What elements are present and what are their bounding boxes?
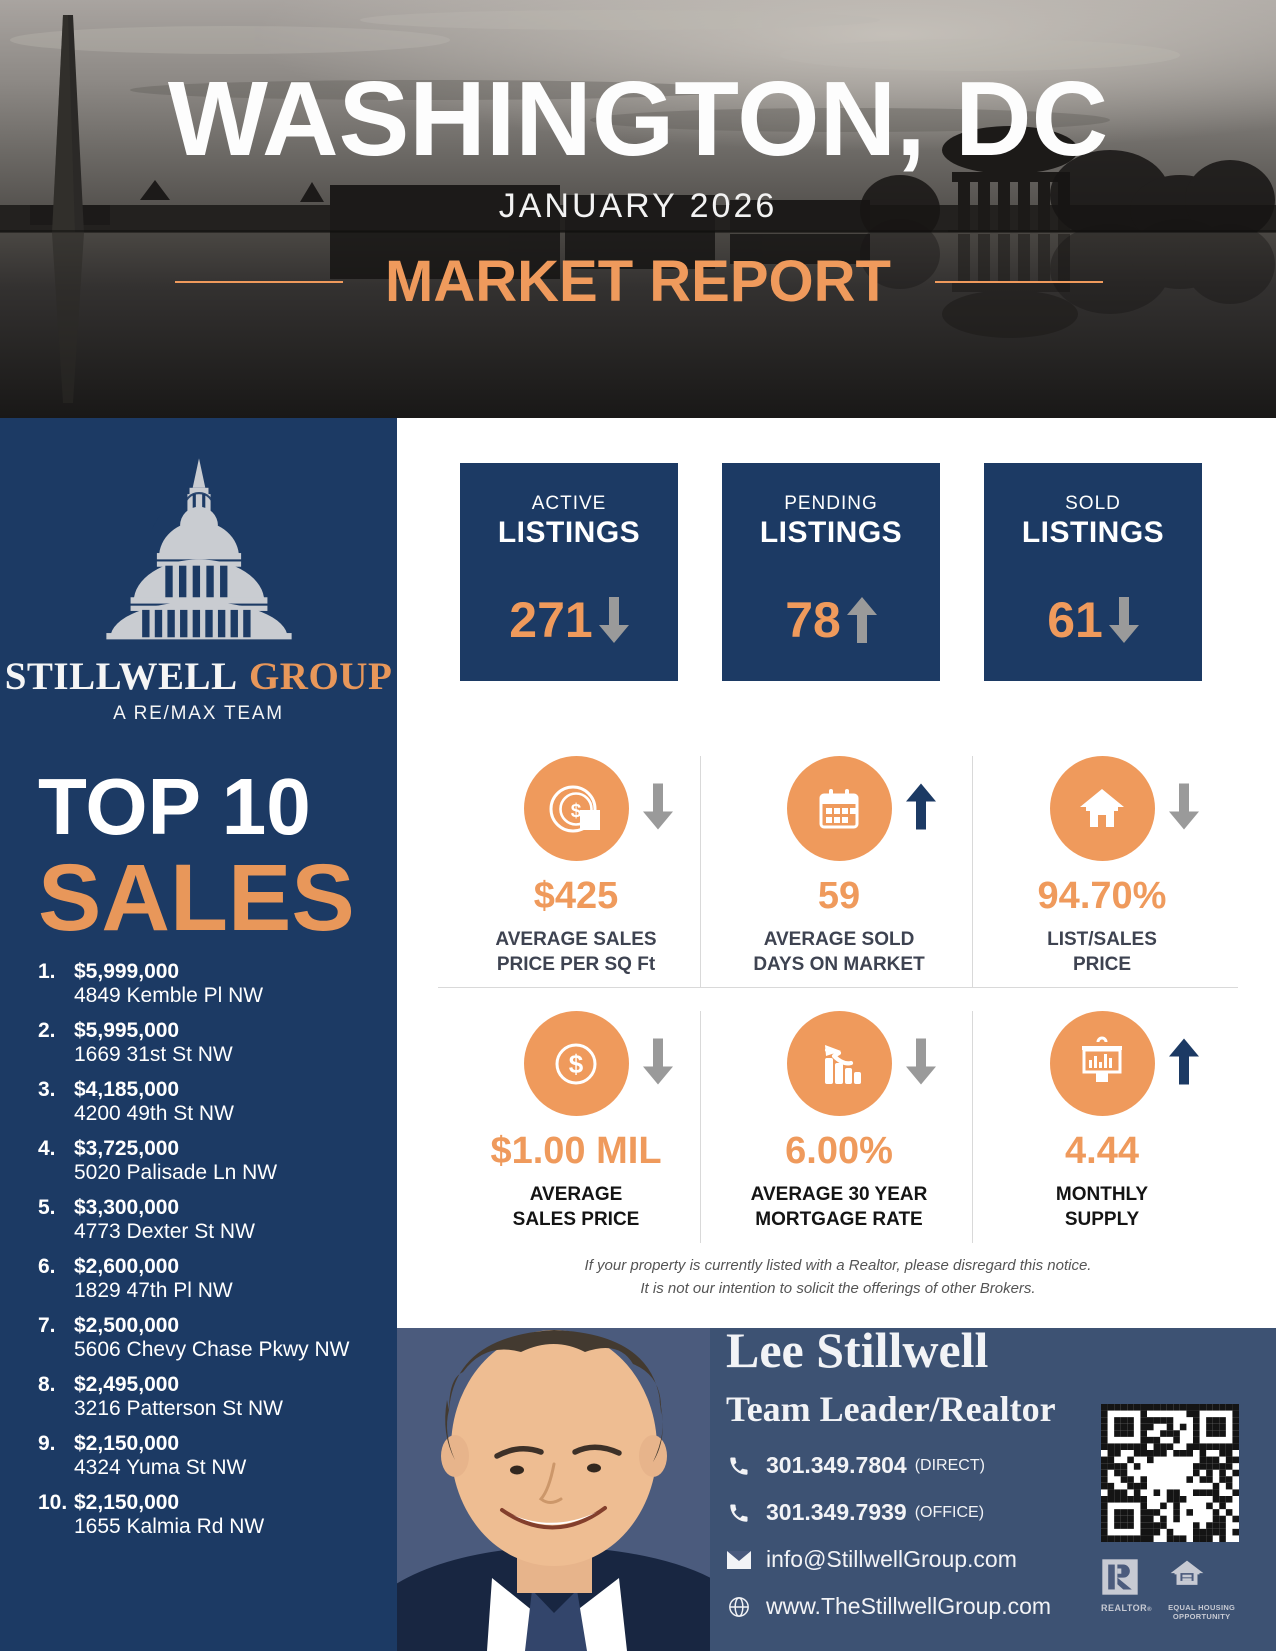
svg-text:$: $ [569, 1049, 584, 1079]
